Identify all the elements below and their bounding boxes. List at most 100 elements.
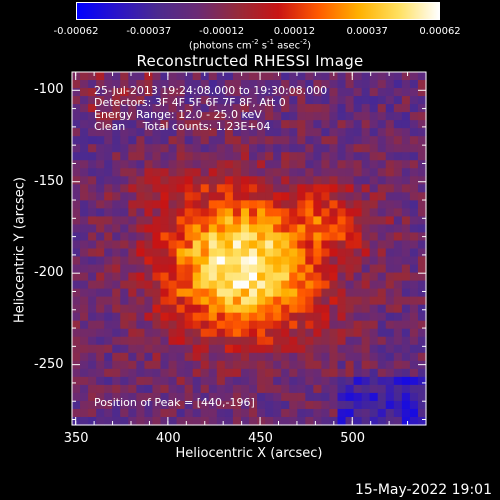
heatmap-cell xyxy=(289,352,298,362)
heatmap-cell xyxy=(273,176,282,185)
heatmap-cell xyxy=(281,128,290,137)
heatmap-cell xyxy=(168,288,178,298)
heatmap-cell xyxy=(289,328,298,338)
heatmap-cell xyxy=(144,368,154,378)
heatmap-cell xyxy=(96,120,105,129)
heatmap-cell xyxy=(393,192,403,201)
heatmap-cell xyxy=(104,416,113,426)
heatmap-cell xyxy=(369,200,379,209)
heatmap-cell xyxy=(257,240,266,250)
heatmap-cell xyxy=(136,352,146,362)
heatmap-cell xyxy=(136,136,146,145)
heatmap-cell xyxy=(321,224,331,234)
heatmap-cell xyxy=(88,336,97,346)
heatmap-cell xyxy=(313,136,323,145)
heatmap-cell xyxy=(361,176,371,185)
heatmap-cell xyxy=(120,416,129,426)
heatmap-cell xyxy=(128,408,137,418)
heatmap-cell xyxy=(393,232,403,242)
heatmap-cell xyxy=(361,112,371,121)
heatmap-cell xyxy=(337,384,347,394)
heatmap-cell xyxy=(289,88,298,97)
heatmap-cell xyxy=(345,216,355,226)
heatmap-cell xyxy=(377,120,387,129)
heatmap-cell xyxy=(289,192,298,201)
heatmap-cell xyxy=(265,152,274,161)
colorbar-tick: 0.00062 xyxy=(419,26,461,37)
heatmap-cell xyxy=(409,368,419,378)
heatmap-cell xyxy=(257,80,266,89)
heatmap-cell xyxy=(80,280,89,290)
heatmap-cell xyxy=(273,168,282,177)
heatmap-cell xyxy=(136,80,146,89)
heatmap-cell xyxy=(369,240,379,250)
heatmap-cell xyxy=(409,96,419,105)
heatmap-cell xyxy=(313,376,323,386)
heatmap-cell xyxy=(377,144,387,153)
heatmap-cell xyxy=(144,200,154,209)
heatmap-cell xyxy=(144,288,154,298)
heatmap-cell xyxy=(377,272,387,282)
heatmap-cell xyxy=(200,344,210,354)
heatmap-cell xyxy=(313,216,323,226)
heatmap-cell xyxy=(112,368,121,378)
heatmap-cell xyxy=(321,184,331,193)
heatmap-cell xyxy=(152,144,162,153)
heatmap-cell xyxy=(88,384,97,394)
heatmap-cell xyxy=(385,384,395,394)
heatmap-cell xyxy=(345,408,355,418)
heatmap-cell xyxy=(265,240,274,250)
heatmap-cell xyxy=(152,72,162,81)
heatmap-image xyxy=(72,72,427,426)
heatmap-cell xyxy=(232,376,242,386)
heatmap-cell xyxy=(176,128,186,137)
heatmap-cell xyxy=(369,184,379,193)
heatmap-cell xyxy=(297,184,306,193)
heatmap-cell xyxy=(401,216,411,226)
heatmap-cell xyxy=(321,416,331,426)
heatmap-cell xyxy=(104,304,113,314)
heatmap-cell xyxy=(401,144,411,153)
heatmap-cell xyxy=(377,400,387,410)
heatmap-cell xyxy=(184,176,194,185)
heatmap-cell xyxy=(112,208,121,218)
heatmap-cell xyxy=(401,160,411,169)
heatmap-cell xyxy=(96,272,105,282)
heatmap-cell xyxy=(385,312,395,322)
heatmap-cell xyxy=(273,416,282,426)
heatmap-cell xyxy=(80,184,89,193)
heatmap-cell xyxy=(80,216,89,226)
heatmap-cell xyxy=(152,224,162,234)
heatmap-cell xyxy=(393,368,403,378)
heatmap-cell xyxy=(249,328,258,338)
heatmap-cell xyxy=(353,96,363,105)
heatmap-cell xyxy=(409,320,419,330)
y-tick-label: -250 xyxy=(34,356,64,372)
heatmap-cell xyxy=(401,208,411,218)
heatmap-cell xyxy=(160,184,170,193)
heatmap-cell xyxy=(128,152,137,161)
heatmap-cell xyxy=(160,256,170,266)
heatmap-cell xyxy=(200,96,210,105)
heatmap-cell xyxy=(281,280,290,290)
heatmap-cell xyxy=(168,136,178,145)
heatmap-cell xyxy=(401,392,411,402)
heatmap-cell xyxy=(216,304,226,314)
heatmap-cell xyxy=(249,344,258,354)
heatmap-cell xyxy=(361,384,371,394)
heatmap-cell xyxy=(224,376,234,386)
heatmap-cell xyxy=(96,232,105,242)
heatmap-cell xyxy=(184,80,194,89)
heatmap-cell xyxy=(417,264,427,274)
heatmap-cell xyxy=(208,144,218,153)
heatmap-cell xyxy=(281,112,290,121)
heatmap-cell xyxy=(313,312,323,322)
heatmap-cell xyxy=(160,96,170,105)
heatmap-cell xyxy=(224,168,234,177)
heatmap-cell xyxy=(240,224,250,234)
heatmap-cell xyxy=(200,208,210,218)
heatmap-cell xyxy=(361,296,371,306)
heatmap-cell xyxy=(240,120,250,129)
heatmap-cell xyxy=(160,296,170,306)
heatmap-cell xyxy=(377,208,387,218)
